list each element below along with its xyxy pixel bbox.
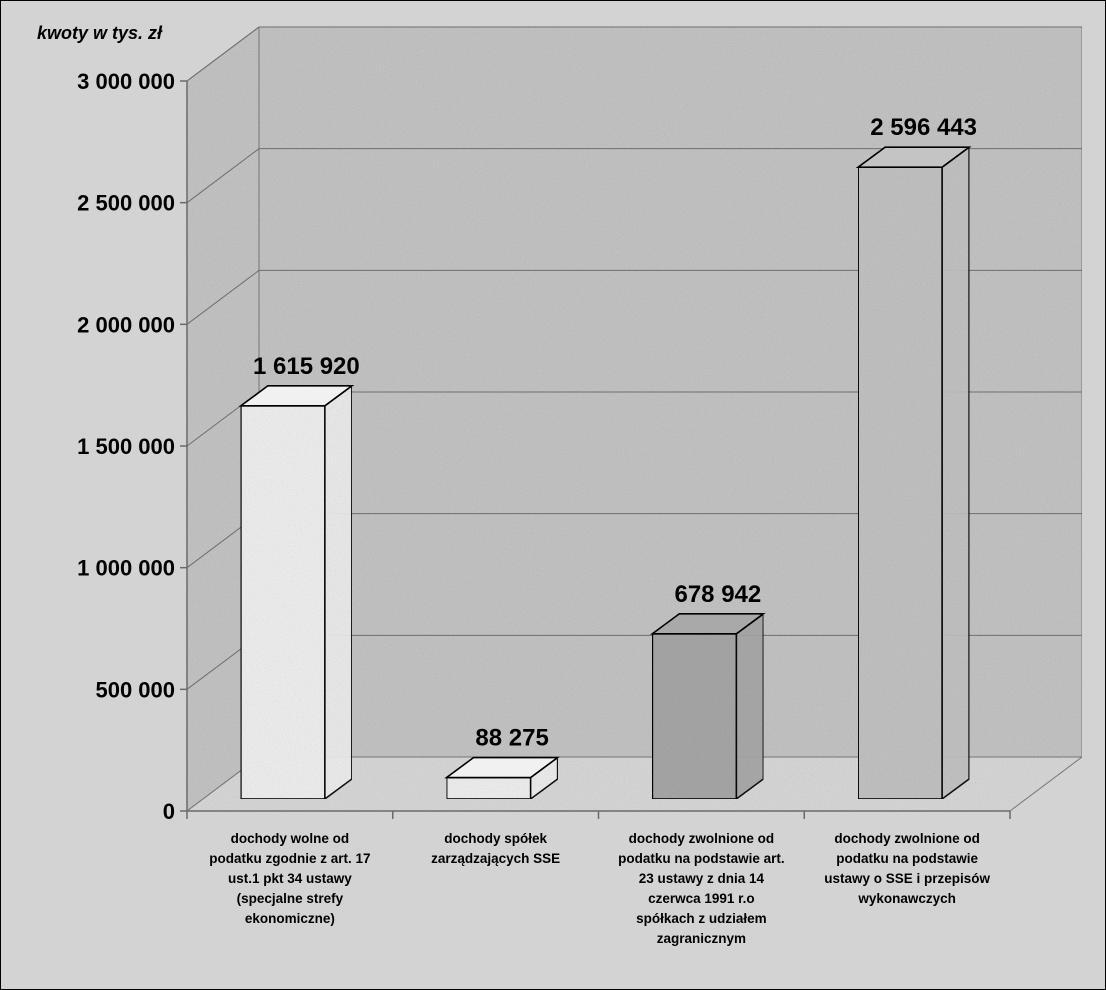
x-category-label: podatku na podstawie art. bbox=[618, 851, 785, 866]
data-label: 2 596 443 bbox=[870, 114, 977, 141]
x-category-label: dochody zwolnione od bbox=[834, 831, 980, 846]
gridline bbox=[186, 148, 1082, 204]
x-category-label: wykonawczych bbox=[857, 891, 956, 906]
x-category-label: ust.1 pkt 34 ustawy bbox=[228, 871, 352, 886]
bar-front bbox=[651, 632, 738, 800]
bar-top bbox=[238, 384, 355, 407]
bar-top bbox=[649, 612, 766, 635]
bar-side bbox=[735, 612, 765, 801]
x-category-label: (specjalne strefy bbox=[237, 891, 344, 906]
gridline bbox=[186, 269, 1082, 325]
y-axis-unit-label: kwoty w tys. zł bbox=[37, 23, 163, 43]
y-tick-label: 2 500 000 bbox=[77, 191, 175, 216]
y-tick-label: 1 500 000 bbox=[77, 434, 175, 459]
bar bbox=[649, 612, 766, 801]
bar bbox=[855, 145, 972, 801]
bar-top bbox=[444, 756, 561, 779]
data-label: 1 615 920 bbox=[253, 353, 360, 380]
y-tick-label: 500 000 bbox=[95, 677, 175, 702]
bar bbox=[238, 384, 355, 801]
bar-top bbox=[855, 146, 972, 168]
bar-front bbox=[857, 166, 943, 800]
x-category-label: zagranicznym bbox=[657, 931, 746, 946]
x-category-label: zarządzających SSE bbox=[431, 851, 560, 866]
x-category-label: dochody wolne od bbox=[231, 831, 350, 846]
x-category-label: czerwca 1991 r.o bbox=[648, 891, 755, 906]
x-category-label: spółkach z udziałem bbox=[636, 911, 767, 926]
y-tick-label: 0 bbox=[163, 799, 175, 824]
x-category-label: ustawy o SSE i przepisów bbox=[824, 871, 990, 886]
bar-side bbox=[941, 145, 970, 801]
y-tick-label: 3 000 000 bbox=[77, 69, 175, 94]
x-category-label: podatku zgodnie z art. 17 bbox=[209, 851, 370, 866]
y-tick-label: 2 000 000 bbox=[77, 312, 175, 337]
bar-front bbox=[445, 776, 532, 800]
data-label: 88 275 bbox=[475, 725, 548, 752]
bar-side bbox=[324, 384, 353, 801]
x-category-label: dochody zwolnione od bbox=[629, 831, 775, 846]
x-category-label: 23 ustawy z dnia 14 bbox=[639, 871, 765, 886]
data-label: 678 942 bbox=[674, 581, 761, 608]
y-tick-label: 1 000 000 bbox=[77, 556, 175, 581]
x-category-label: ekonomiczne) bbox=[245, 911, 335, 926]
gridline bbox=[186, 26, 1082, 82]
bar-front bbox=[240, 404, 326, 800]
x-category-label: dochody spółek bbox=[444, 831, 547, 846]
x-category-label: podatku na podstawie bbox=[836, 851, 978, 866]
bar bbox=[444, 755, 561, 801]
